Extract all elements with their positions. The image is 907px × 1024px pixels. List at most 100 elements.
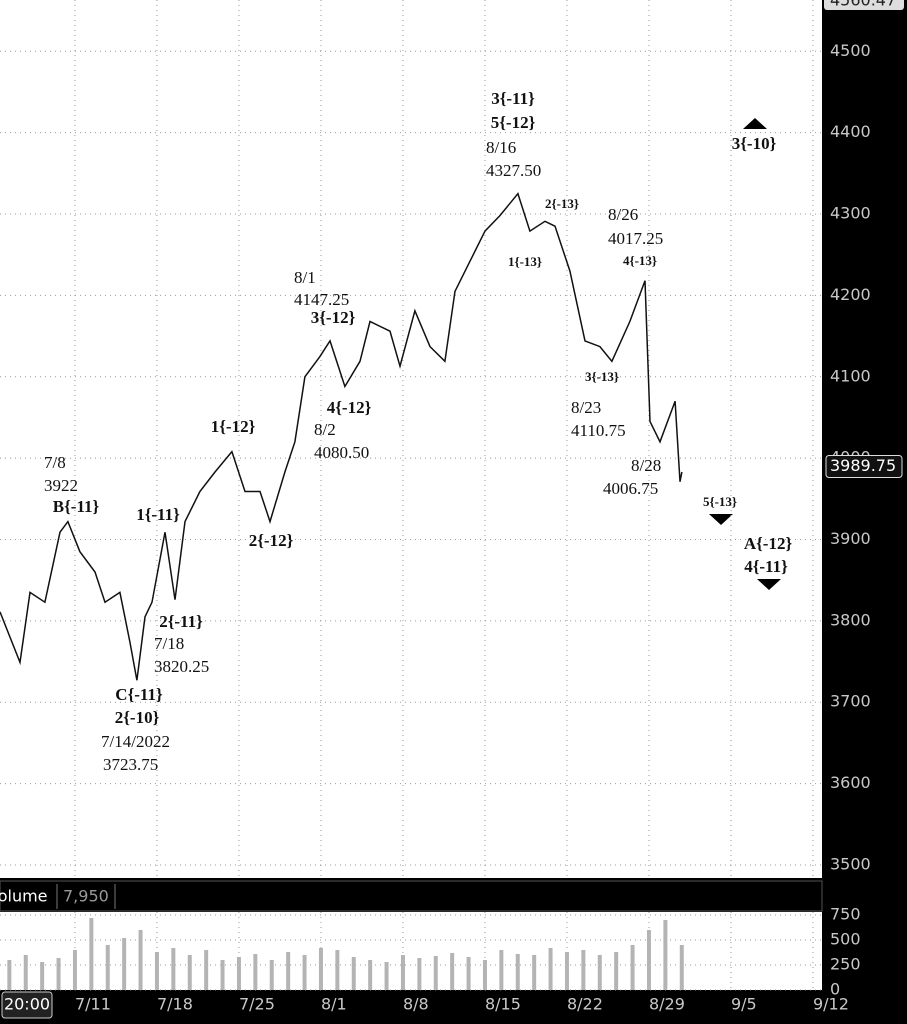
annotation: 4{-11} bbox=[744, 557, 788, 576]
annotation: 4110.75 bbox=[571, 421, 626, 440]
annotation: 3{-12} bbox=[311, 308, 356, 327]
x-tick-label: 7/11 bbox=[75, 995, 111, 1014]
x-tick-label: 9/5 bbox=[731, 995, 757, 1014]
volume-bar bbox=[663, 920, 668, 990]
y-tick-label: 4300 bbox=[830, 204, 871, 223]
annotation: 5{-13} bbox=[703, 494, 737, 509]
annotation: 7/18 bbox=[154, 634, 184, 653]
volume-bar bbox=[384, 962, 389, 990]
annotation: 8/2 bbox=[314, 420, 336, 439]
y-tick-label: 0 bbox=[830, 980, 840, 999]
volume-bar bbox=[154, 952, 159, 990]
marker-up bbox=[743, 118, 767, 129]
price-line bbox=[0, 192, 683, 681]
annotation: 8/23 bbox=[571, 398, 601, 417]
annotation: 3820.25 bbox=[154, 657, 209, 676]
y-tick-label: 250 bbox=[830, 955, 861, 974]
x-tick-label: 9/12 bbox=[813, 995, 849, 1014]
volume-bar bbox=[269, 960, 274, 990]
volume-axis bbox=[822, 912, 907, 990]
annotation: 8/28 bbox=[631, 456, 661, 475]
y-tick-label: 4400 bbox=[830, 122, 871, 141]
annotation: 5{-12} bbox=[491, 113, 536, 132]
annotation: 2{-10} bbox=[115, 708, 160, 727]
y-tick-label: 3500 bbox=[830, 854, 871, 873]
volume-header bbox=[0, 880, 823, 912]
y-tick-label: 500 bbox=[830, 930, 861, 949]
x-tick-label: 8/15 bbox=[485, 995, 521, 1014]
annotation: 3{-11} bbox=[491, 89, 535, 108]
volume-bar bbox=[368, 960, 373, 990]
volume-bar bbox=[400, 955, 405, 990]
volume-bar bbox=[499, 950, 504, 990]
y-tick-label: 3800 bbox=[830, 610, 871, 629]
volume-bar bbox=[204, 950, 209, 990]
y-tick-label: 4500 bbox=[830, 41, 871, 60]
volume-bar bbox=[253, 954, 258, 990]
annotation: B{-11} bbox=[53, 497, 100, 516]
volume-bar bbox=[7, 960, 12, 990]
volume-bar bbox=[417, 958, 422, 990]
volume-bar bbox=[187, 955, 192, 990]
volume-bar bbox=[23, 955, 28, 990]
annotation: 2{-13} bbox=[545, 196, 579, 211]
y-tick-label: 3900 bbox=[830, 529, 871, 548]
volume-bar bbox=[564, 952, 569, 990]
annotation: 2{-12} bbox=[249, 531, 294, 550]
last-price-box bbox=[825, 454, 903, 478]
annotation: 3{-10} bbox=[732, 134, 777, 153]
volume-bar bbox=[581, 950, 586, 990]
volume-bar bbox=[630, 945, 635, 990]
annotation: 7/14/2022 bbox=[101, 732, 170, 751]
volume-bar bbox=[515, 954, 520, 990]
volume-bar bbox=[646, 930, 651, 990]
volume-bar bbox=[450, 953, 455, 990]
annotation: 3922 bbox=[44, 476, 78, 495]
annotation: 3{-13} bbox=[585, 369, 619, 384]
high-price-box bbox=[824, 0, 904, 10]
volume-bar bbox=[679, 945, 684, 990]
y-tick-label: 3700 bbox=[830, 692, 871, 711]
last-price: 3989.75 bbox=[830, 456, 896, 475]
volume-bar bbox=[138, 930, 143, 990]
y-tick-label: 4200 bbox=[830, 285, 871, 304]
x-tick-label: 8/22 bbox=[567, 995, 603, 1014]
annotation: 2{-11} bbox=[159, 612, 203, 631]
x-tick-label: 8/1 bbox=[321, 995, 347, 1014]
y-tick-label: 3600 bbox=[830, 773, 871, 792]
annotation: 4327.50 bbox=[486, 161, 541, 180]
x-tick-label: 7/25 bbox=[239, 995, 275, 1014]
marker-down bbox=[757, 579, 781, 590]
volume-bar bbox=[335, 950, 340, 990]
volume-latest: 7,950 bbox=[63, 887, 109, 906]
price-axis bbox=[822, 0, 907, 880]
volume-bar bbox=[532, 955, 537, 990]
volume-bar bbox=[433, 956, 438, 990]
x-tick-label: 7/18 bbox=[157, 995, 193, 1014]
volume-bar bbox=[614, 952, 619, 990]
volume-bar bbox=[302, 955, 307, 990]
volume-bar bbox=[40, 962, 45, 990]
volume-bar bbox=[220, 960, 225, 990]
volume-bar bbox=[122, 938, 127, 990]
annotation: 4147.25 bbox=[294, 290, 349, 309]
volume-bar bbox=[72, 950, 77, 990]
x-tick-label: 8/29 bbox=[649, 995, 685, 1014]
annotation: 8/16 bbox=[486, 138, 516, 157]
marker-down bbox=[709, 514, 733, 525]
annotation: C{-11} bbox=[115, 685, 163, 704]
volume-bar bbox=[89, 918, 94, 990]
annotation: 1{-11} bbox=[136, 505, 180, 524]
annotation: 1{-12} bbox=[211, 417, 256, 436]
annotation: 7/8 bbox=[44, 453, 66, 472]
x-tick-label: 8/8 bbox=[403, 995, 429, 1014]
volume-bar bbox=[318, 948, 323, 990]
annotation: 4017.25 bbox=[608, 229, 663, 248]
y-tick-label: 4100 bbox=[830, 366, 871, 385]
volume-bar bbox=[105, 945, 110, 990]
annotation: 4080.50 bbox=[314, 443, 369, 462]
volume-bar bbox=[236, 957, 241, 990]
annotation: 4006.75 bbox=[603, 479, 658, 498]
volume-title: Volume bbox=[0, 887, 48, 906]
